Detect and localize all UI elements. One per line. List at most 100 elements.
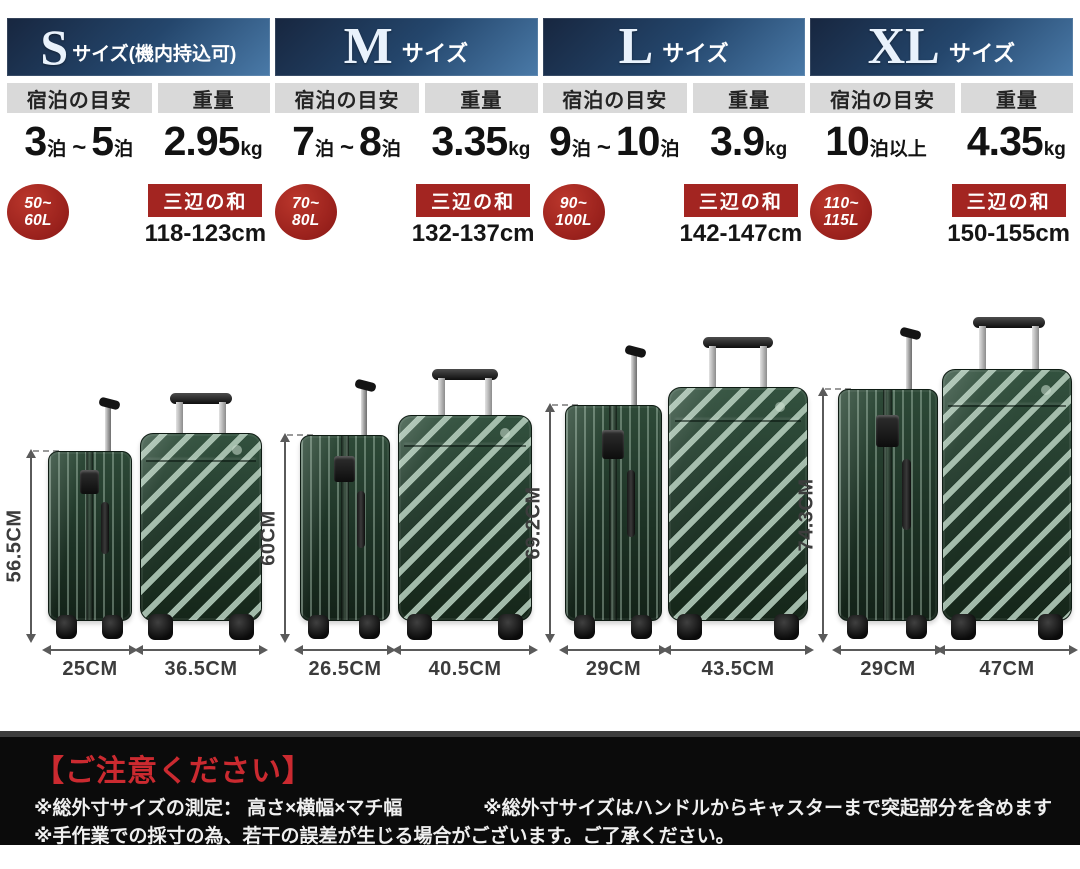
stay-value: 3 泊 ~5 泊 <box>7 118 152 172</box>
wheel <box>359 615 381 639</box>
weight-header-cell: 重量 <box>425 83 538 113</box>
height-dimension-xl: 74.3CM <box>796 387 851 643</box>
wheel <box>101 615 123 639</box>
subheader-row: 宿泊の目安 重量 <box>274 83 538 113</box>
badge-row: 110~ 115L 三辺の和 150-155cm <box>810 184 1073 248</box>
width-dimension-xl: 47CM <box>936 645 1078 680</box>
depth-dimension-m: 26.5CM <box>294 645 396 680</box>
depth-label-s: 25CM <box>62 658 118 680</box>
weight-value: 2.95 kg <box>157 118 270 172</box>
weight-unit: kg <box>240 139 263 160</box>
size-suffix-s: サイズ(機内持込可) <box>72 43 237 65</box>
size-letter-l: L <box>618 18 654 75</box>
width-label-s: 36.5CM <box>164 658 238 680</box>
trolley-grip <box>899 326 922 341</box>
size-spec-table: S サイズ(機内持込可) 宿泊の目安 重量 3 泊 ~5 泊 2.95 kg 50~ 6… <box>0 0 1080 248</box>
wheel <box>906 615 928 639</box>
sum-of-sides: 三辺の和 142-147cm <box>677 184 806 248</box>
suitcase-front-view-s <box>140 433 262 640</box>
wheel <box>1038 614 1064 640</box>
volume-line2: 100L <box>555 212 592 229</box>
tsa-lock <box>80 470 100 494</box>
telescopic-handle <box>170 393 232 453</box>
weight-unit: kg <box>508 139 531 160</box>
handle-rod <box>485 378 492 433</box>
telescopic-handle <box>973 317 1045 389</box>
wheel <box>846 615 868 639</box>
value-row: 9 泊 ~10 泊 3.9 kg <box>542 118 806 172</box>
depth-label-xl: 29CM <box>860 658 916 680</box>
sum-range: 132-137cm <box>411 220 535 247</box>
side-carry-handle <box>357 491 366 549</box>
handle-bar <box>703 337 773 348</box>
sum-label-badge: 三辺の和 <box>951 184 1066 217</box>
volume-badge: 110~ 115L <box>810 184 873 240</box>
size-suffix-l: サイズ <box>662 41 730 66</box>
notice-panel: 【ご注意ください】 ※総外寸サイズの測定： 高さ×横幅×マチ幅 ※総外寸サイズは… <box>0 731 1080 847</box>
subheader-row: 宿泊の目安 重量 <box>810 83 1073 113</box>
sum-range: 142-147cm <box>679 220 803 247</box>
trolley-grip <box>624 344 647 359</box>
notice-line2: ※手作業での採寸の為、若干の誤差が生じる場合がございます。ご了承ください。 <box>34 825 735 847</box>
suitcase-scene: 56.5CM 25CM <box>3 248 1078 715</box>
notice-line1-left: ※総外寸サイズの測定： 高さ×横幅×マチ幅 <box>34 798 403 819</box>
size-letter-xl: XL <box>867 18 940 75</box>
zipper-strip <box>608 406 618 620</box>
handle-bar <box>170 393 232 404</box>
width-label-l: 43.5CM <box>701 658 775 680</box>
weight-value: 3.9 kg <box>693 118 806 172</box>
stay-unit-to: 泊 <box>114 139 134 160</box>
depth-label-m: 26.5CM <box>308 658 382 680</box>
weight-number: 3.35 <box>431 118 508 164</box>
height-label-m: 60CM <box>257 510 280 566</box>
height-label-s: 56.5CM <box>3 509 26 583</box>
trolley-rod <box>361 387 367 443</box>
stay-nights-to: 8 <box>359 118 382 164</box>
handle-rod <box>709 346 716 405</box>
weight-header-cell: 重量 <box>157 83 270 113</box>
volume-line1: 90~ <box>559 194 588 212</box>
zipper-strip <box>883 390 892 620</box>
width-label-xl: 47CM <box>979 658 1035 680</box>
stay-unit-from: 泊以上 <box>869 139 927 160</box>
volume-line2: 115L <box>823 212 859 229</box>
stay-unit-to: 泊 <box>381 139 401 160</box>
wheel <box>773 614 799 640</box>
tsa-lock <box>334 456 355 482</box>
notice-title: 【ご注意ください】 <box>34 755 313 788</box>
sum-label-badge: 三辺の和 <box>416 184 531 217</box>
dimension-guide <box>287 434 313 436</box>
value-row: 10 泊以上 4.35 kg <box>810 118 1073 172</box>
stay-header-cell: 宿泊の目安 <box>542 83 687 113</box>
sum-of-sides: 三辺の和 150-155cm <box>944 184 1073 248</box>
stay-nights-to: 10 <box>615 118 661 164</box>
zipper-strip <box>340 436 349 620</box>
volume-badge: 70~ 80L <box>274 184 337 240</box>
dimension-guide <box>825 388 851 390</box>
wheel <box>406 614 432 640</box>
suitcase-side-view-xl <box>838 389 938 639</box>
subheader-row: 宿泊の目安 重量 <box>7 83 270 113</box>
trolley-rod <box>631 353 637 413</box>
weight-number: 4.35 <box>966 118 1044 164</box>
badge-row: 50~ 60L 三辺の和 118-123cm <box>7 184 270 248</box>
side-carry-handle <box>626 470 636 537</box>
trolley-rod <box>105 405 111 459</box>
size-letter-m: M <box>343 18 393 75</box>
wheel <box>630 615 652 639</box>
stay-unit-from: 泊 <box>571 139 591 160</box>
stay-value: 7 泊 ~8 泊 <box>274 118 420 172</box>
zipper-strip <box>85 452 94 620</box>
trolley-grip <box>98 396 121 411</box>
volume-badge: 50~ 60L <box>7 184 69 240</box>
suitcase-front-view-m <box>398 415 532 640</box>
height-dimension-l: 69.2CM <box>523 403 578 643</box>
stay-separator: ~ <box>339 134 354 161</box>
size-suffix-xl: サイズ <box>948 41 1016 66</box>
sum-of-sides: 三辺の和 132-137cm <box>409 184 538 248</box>
suitcase-side-view-s <box>48 451 132 639</box>
stay-nights-to: 5 <box>91 118 114 164</box>
value-row: 3 泊 ~5 泊 2.95 kg <box>7 118 270 172</box>
height-label-l: 69.2CM <box>522 486 545 560</box>
